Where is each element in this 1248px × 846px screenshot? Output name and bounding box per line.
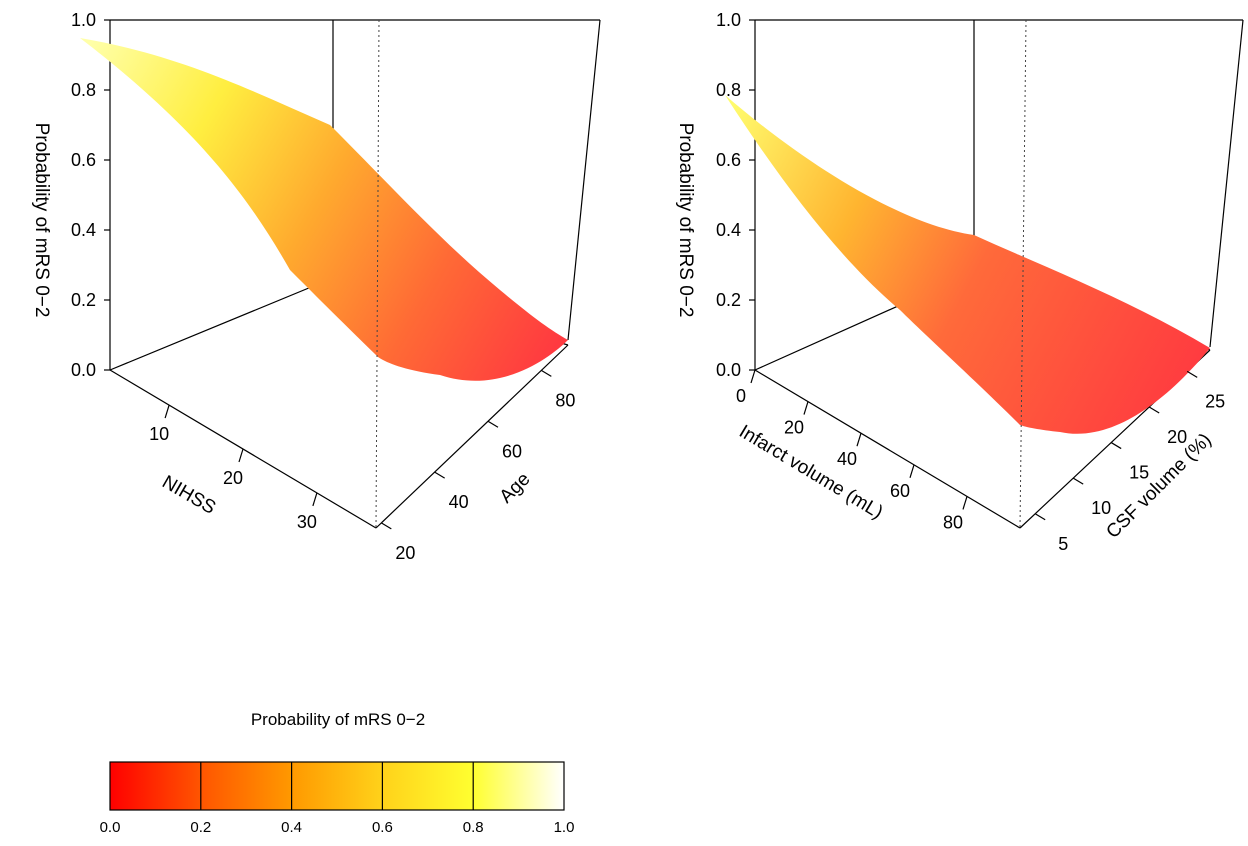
z-axis: 0.0 0.2 0.4 0.6 0.8 1.0 [716,10,755,380]
box-edge [754,369,1021,529]
y-tick-mark [1186,370,1198,378]
x-tick-mark [312,492,318,507]
colorbar-tick-label: 0.2 [190,819,211,836]
x-tick-label: 10 [149,424,169,444]
z-tick-label: 0.8 [716,80,741,100]
y-tick-mark [541,369,552,377]
y-tick-label: 80 [555,390,575,410]
z-tick-label: 0.4 [71,220,96,240]
z-tick-label: 0.2 [716,290,741,310]
z-tick-label: 0.2 [71,290,96,310]
y-axis: 20 40 60 80 [381,369,575,563]
y-tick-mark [1034,513,1046,521]
z-tick-label: 0.0 [716,360,741,380]
z-tick-label: 1.0 [71,10,96,30]
x-axis-label: Infarct volume (mL) [735,421,886,523]
y-tick-mark [1148,406,1160,414]
box-edge [109,277,334,371]
x-tick-mark [962,496,968,510]
x-tick-label: 20 [784,418,804,438]
y-tick-mark [1110,442,1122,450]
z-tick-label: 0.8 [71,80,96,100]
y-tick-mark [434,471,445,479]
x-tick-mark [856,433,862,447]
y-tick-label: 15 [1129,463,1149,483]
z-tick-label: 0.0 [71,360,96,380]
x-axis-label: NIHSS [158,472,219,519]
probability-surface [725,95,1210,434]
y-tick-mark [1072,477,1084,485]
z-axis: 0.0 0.2 0.4 0.6 0.8 1.0 [71,10,110,380]
z-tick-label: 1.0 [716,10,741,30]
colorbar-gradient [109,761,565,811]
colorbar-tick-label: 0.0 [100,819,121,836]
z-axis-label: Probability of mRS 0−2 [31,123,52,318]
x-tick-label: 20 [223,468,243,488]
z-tick-label: 0.6 [71,150,96,170]
x-axis: 10 20 30 [149,404,318,532]
y-axis-label: Age [496,469,535,508]
colorbar-ticks: 0.0 0.2 0.4 0.6 0.8 1.0 [100,762,575,836]
y-tick-label: 5 [1058,534,1068,554]
y-tick-mark [381,522,392,530]
x-tick-mark [238,448,244,463]
colorbar-tick-label: 1.0 [554,819,575,836]
probability-surface [80,38,568,381]
x-tick-mark [803,401,809,415]
y-tick-label: 20 [1167,427,1187,447]
x-tick-mark [909,464,915,478]
panel-infarct-csf: 0.0 0.2 0.4 0.6 0.8 1.0 Probability of mRS 0−… [675,10,1244,554]
y-axis-label: CSF volume (%) [1102,429,1215,542]
y-tick-label: 10 [1091,498,1111,518]
y-tick-label: 60 [502,441,522,461]
x-tick-label: 30 [297,512,317,532]
box-edge [1209,19,1244,348]
x-tick-label: 0 [736,386,746,406]
box-edge [567,19,601,341]
x-tick-mark [750,369,756,384]
x-tick-label: 80 [943,512,963,532]
colorbar: Probability of mRS 0−2 0.0 0.2 0.4 0.6 0.8 1.… [100,710,575,836]
x-tick-label: 60 [890,481,910,501]
colorbar-tick-label: 0.6 [372,819,393,836]
box-edge [375,344,569,529]
panel-nihss-age: 0.0 0.2 0.4 0.6 0.8 1.0 Probability of mRS 0−… [31,10,601,563]
x-tick-label: 40 [837,449,857,469]
colorbar-tick-label: 0.4 [281,819,302,836]
y-tick-label: 20 [395,543,415,563]
x-tick-mark [164,404,170,419]
colorbar-title: Probability of mRS 0−2 [251,710,425,729]
y-axis: 5 10 15 20 25 [1034,370,1225,554]
y-tick-mark [487,420,499,428]
x-axis: 0 20 40 60 80 [736,369,968,532]
z-tick-label: 0.6 [716,150,741,170]
colorbar-tick-label: 0.8 [463,819,484,836]
z-axis-label: Probability of mRS 0−2 [675,123,696,318]
y-tick-label: 25 [1205,391,1225,411]
y-tick-label: 40 [449,492,469,512]
z-tick-label: 0.4 [716,220,741,240]
